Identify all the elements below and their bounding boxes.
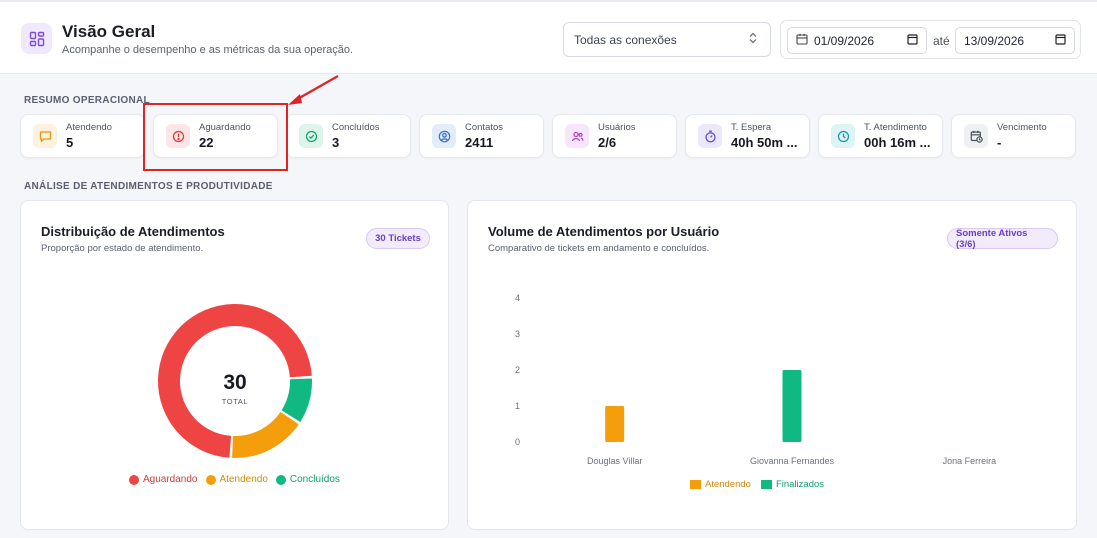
connection-select[interactable]: Todas as conexões: [563, 22, 771, 57]
date-from-input[interactable]: 01/09/2026: [787, 27, 927, 54]
users-icon: [565, 124, 589, 148]
kpi-card-aguardando[interactable]: Aguardando 22: [153, 114, 278, 158]
legend-item[interactable]: Aguardando: [129, 474, 198, 485]
kpi-value: -: [997, 135, 1002, 150]
kpi-label: T. Espera: [731, 122, 772, 133]
date-from-value: 01/09/2026: [814, 33, 875, 48]
legend-item[interactable]: Finalizados: [760, 479, 825, 490]
bar-finalizados[interactable]: [782, 370, 802, 442]
legend-item[interactable]: Atendendo: [205, 474, 268, 485]
legend-item[interactable]: Atendendo: [690, 479, 751, 490]
kpi-label: Contatos: [465, 122, 504, 133]
legend-label: Finalizados: [775, 479, 825, 490]
alert-icon: [166, 124, 190, 148]
summary-section-label: RESUMO OPERACIONAL: [24, 95, 150, 106]
legend-swatch: [760, 480, 772, 489]
legend-label: Atendendo: [705, 479, 751, 490]
kpi-value: 2411: [465, 135, 494, 150]
donut-slice-atendendo[interactable]: [232, 411, 299, 458]
legend-item[interactable]: Concluídos: [275, 474, 340, 485]
kpi-card-t-atendimento[interactable]: T. Atendimento 00h 16m ...: [818, 114, 943, 158]
bar-chart: 0 1 2 3 4 Douglas Villar Giovanna Fernandes Jo…: [515, 293, 997, 466]
legend-swatch: [690, 480, 701, 489]
volume-card: Volume de Atendimentos por Usuário Compa…: [467, 200, 1077, 530]
legend-swatch: [275, 474, 286, 485]
y-tick-label: 2: [515, 365, 520, 375]
legend-label: Concluídos: [289, 474, 340, 485]
donut-center-label: TOTAL: [222, 397, 248, 406]
y-tick-label: 1: [515, 401, 520, 411]
connection-select-value: Todas as conexões: [574, 32, 677, 47]
date-range: 01/09/2026 até 13/09/2026: [780, 20, 1081, 59]
tickets-badge: 30 Tickets: [366, 228, 430, 249]
kpi-value: 5: [66, 135, 74, 150]
clock-icon: [831, 124, 855, 148]
kpi-card-concluidos[interactable]: Concluídos 3: [286, 114, 411, 158]
kpi-value: 3: [332, 135, 340, 150]
calendar-clock-icon: [964, 124, 988, 148]
volume-subtitle: Comparativo de tickets em andamento e co…: [488, 243, 710, 254]
y-tick-label: 0: [515, 437, 520, 447]
kpi-label: Vencimento: [997, 122, 1047, 133]
y-tick-label: 4: [515, 293, 520, 303]
kpi-value: 00h 16m ...: [864, 135, 931, 150]
donut-chart: 30 TOTAL: [157, 304, 313, 458]
check-circle-icon: [299, 124, 323, 148]
kpi-card-usuarios[interactable]: Usuários 2/6: [552, 114, 677, 158]
distribution-title: Distribuição de Atendimentos: [41, 224, 225, 239]
legend-swatch: [205, 474, 216, 485]
x-tick-label: Jona Ferreira: [943, 456, 997, 466]
donut-slice-concluídos[interactable]: [281, 378, 313, 422]
kpi-card-contatos[interactable]: Contatos 2411: [419, 114, 544, 158]
kpi-card-atendendo[interactable]: Atendendo 5: [20, 114, 145, 158]
x-tick-label: Giovanna Fernandes: [750, 456, 835, 466]
calendar-picker-icon[interactable]: [907, 33, 918, 48]
donut-legend: Aguardando Atendendo Concluídos: [129, 474, 340, 485]
donut-center-value: 30: [223, 371, 246, 394]
analysis-section-label: ANÁLISE DE ATENDIMENTOS E PRODUTIVIDADE: [24, 181, 273, 192]
kpi-value: 40h 50m ...: [731, 135, 798, 150]
annotation-arrow: [288, 75, 339, 105]
legend-label: Aguardando: [143, 474, 198, 485]
chat-icon: [33, 124, 57, 148]
date-separator: até: [933, 34, 950, 48]
legend-label: Atendendo: [219, 474, 268, 485]
chevron-up-down-icon: [748, 32, 758, 47]
date-to-value: 13/09/2026: [964, 33, 1025, 48]
active-users-badge: Somente Ativos (3/6): [947, 228, 1058, 250]
legend-swatch: [129, 474, 139, 485]
kpi-label: Usuários: [598, 122, 636, 133]
contact-icon: [432, 124, 456, 148]
kpi-value: 22: [199, 135, 214, 150]
calendar-icon: [796, 33, 808, 48]
kpi-card-vencimento[interactable]: Vencimento -: [951, 114, 1076, 158]
calendar-picker-icon[interactable]: [1055, 33, 1066, 48]
kpi-label: Concluídos: [332, 122, 380, 133]
bar-legend: Atendendo Finalizados: [690, 479, 824, 490]
kpi-label: Aguardando: [199, 122, 251, 133]
kpi-label: T. Atendimento: [864, 122, 927, 133]
kpi-label: Atendendo: [66, 122, 112, 133]
kpi-value: 2/6: [598, 135, 617, 150]
x-tick-label: Douglas Villar: [587, 456, 642, 466]
date-to-input[interactable]: 13/09/2026: [955, 27, 1075, 54]
highlight-box: [143, 103, 288, 171]
kpi-card-t-espera[interactable]: T. Espera 40h 50m ...: [685, 114, 810, 158]
dashboard-icon: [21, 23, 52, 54]
page-header: Visão Geral Acompanhe o desempenho e as …: [0, 0, 1097, 74]
stopwatch-icon: [698, 124, 722, 148]
page-subtitle: Acompanhe o desempenho e as métricas da …: [62, 44, 354, 56]
distribution-subtitle: Proporção por estado de atendimento.: [41, 243, 204, 254]
y-tick-label: 3: [515, 329, 520, 339]
page-title: Visão Geral: [62, 22, 156, 41]
distribution-card: Distribuição de Atendimentos Proporção p…: [20, 200, 449, 530]
bar-atendendo[interactable]: [605, 406, 625, 442]
volume-title: Volume de Atendimentos por Usuário: [488, 224, 720, 239]
